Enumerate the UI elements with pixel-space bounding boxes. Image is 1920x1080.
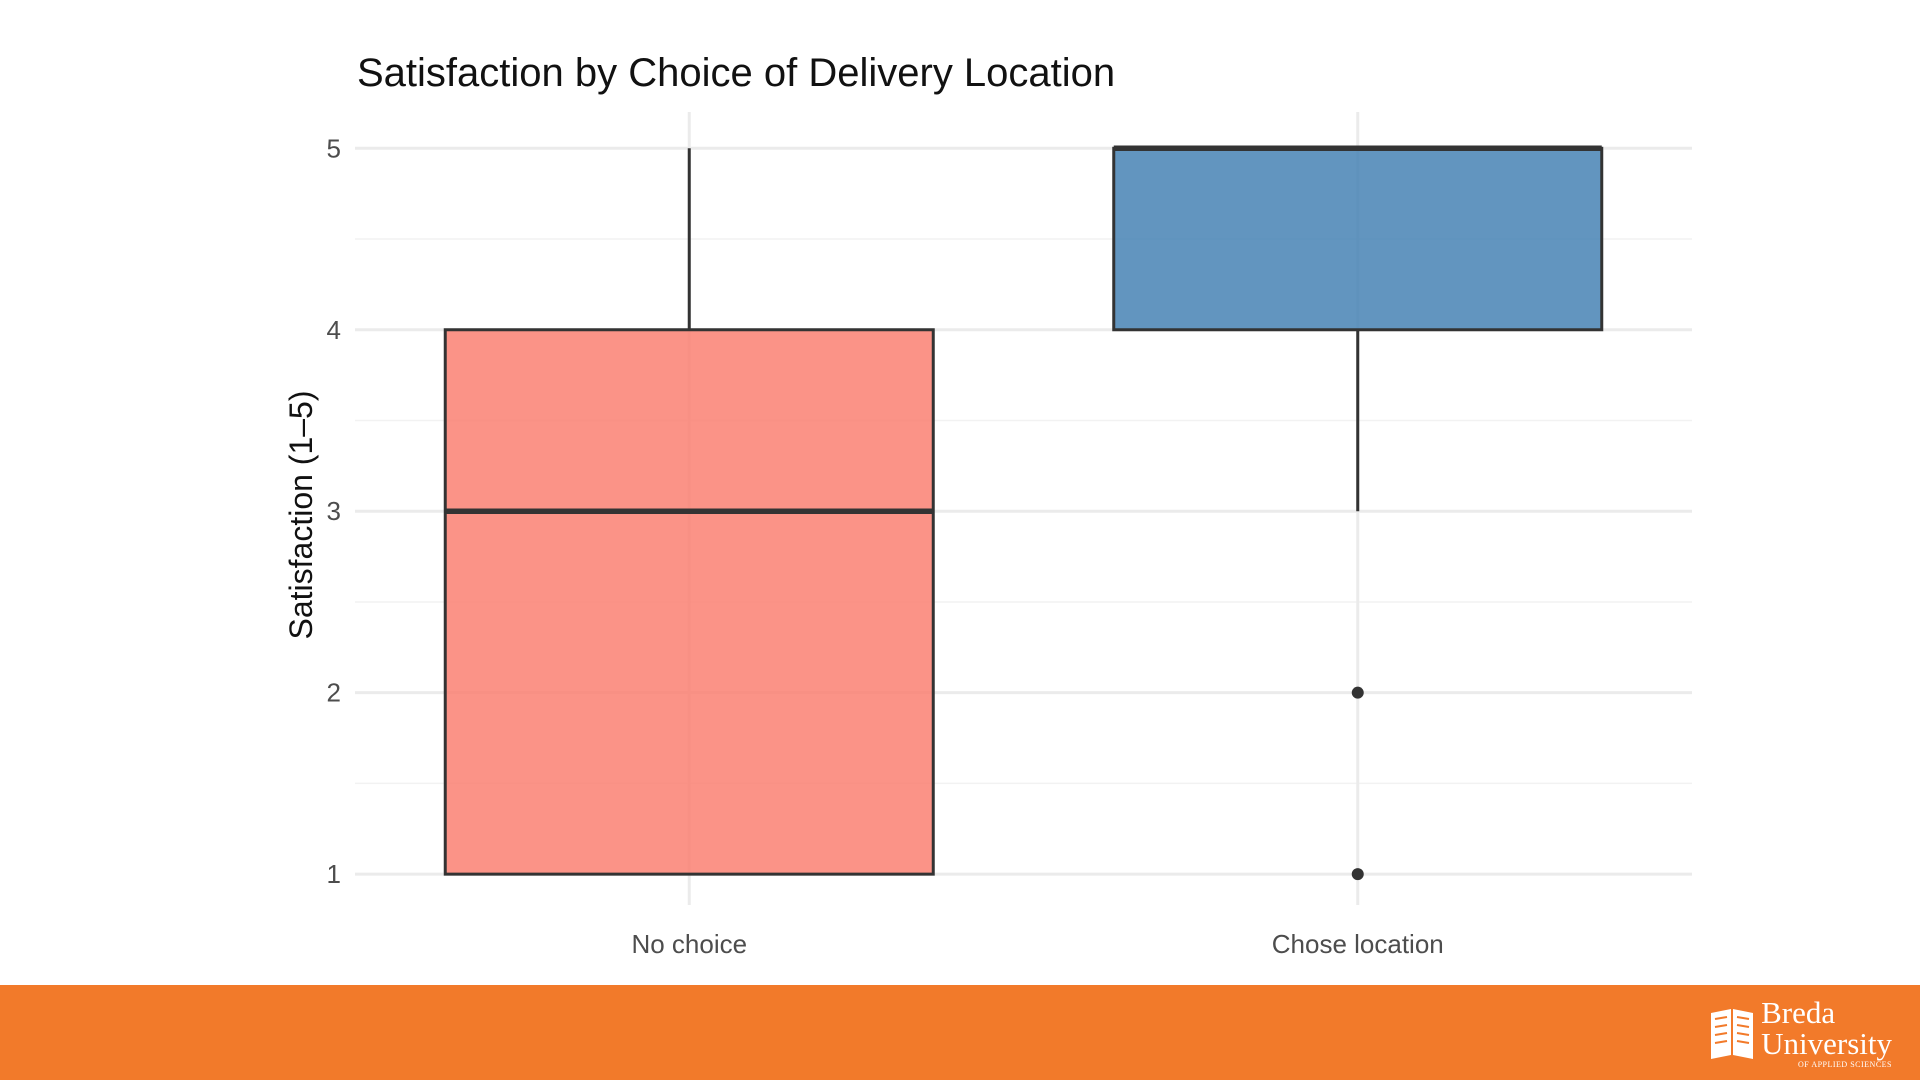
y-tick-label: 5 xyxy=(327,133,341,163)
tick-labels: 1 2 3 4 5 No choice Chose location xyxy=(327,133,1444,959)
box xyxy=(443,328,935,876)
chart: Satisfaction by Choice of Delivery Locat… xyxy=(283,51,1692,959)
outlier-point xyxy=(1351,868,1364,881)
footer-bar: Breda University OF APPLIED SCIENCES xyxy=(0,985,1920,1080)
boxplot-layer xyxy=(443,145,1604,881)
logo-text-line1: Breda xyxy=(1761,995,1836,1030)
book-logo-icon xyxy=(1711,1009,1754,1059)
y-tick-label: 1 xyxy=(327,859,341,889)
y-tick-label: 2 xyxy=(327,678,341,708)
logo-text-line2: University xyxy=(1761,1026,1892,1061)
x-tick-label: Chose location xyxy=(1272,929,1444,959)
breda-university-logo: Breda University OF APPLIED SCIENCES xyxy=(1707,995,1892,1069)
outlier-point xyxy=(1351,686,1364,699)
box xyxy=(1112,146,1604,332)
logo-text-line3: OF APPLIED SCIENCES xyxy=(1798,1060,1892,1069)
y-tick-label: 4 xyxy=(327,315,341,345)
y-axis-label: Satisfaction (1–5) xyxy=(283,390,319,639)
x-tick-label: No choice xyxy=(631,929,747,959)
chart-title: Satisfaction by Choice of Delivery Locat… xyxy=(357,51,1115,95)
y-tick-label: 3 xyxy=(327,496,341,526)
